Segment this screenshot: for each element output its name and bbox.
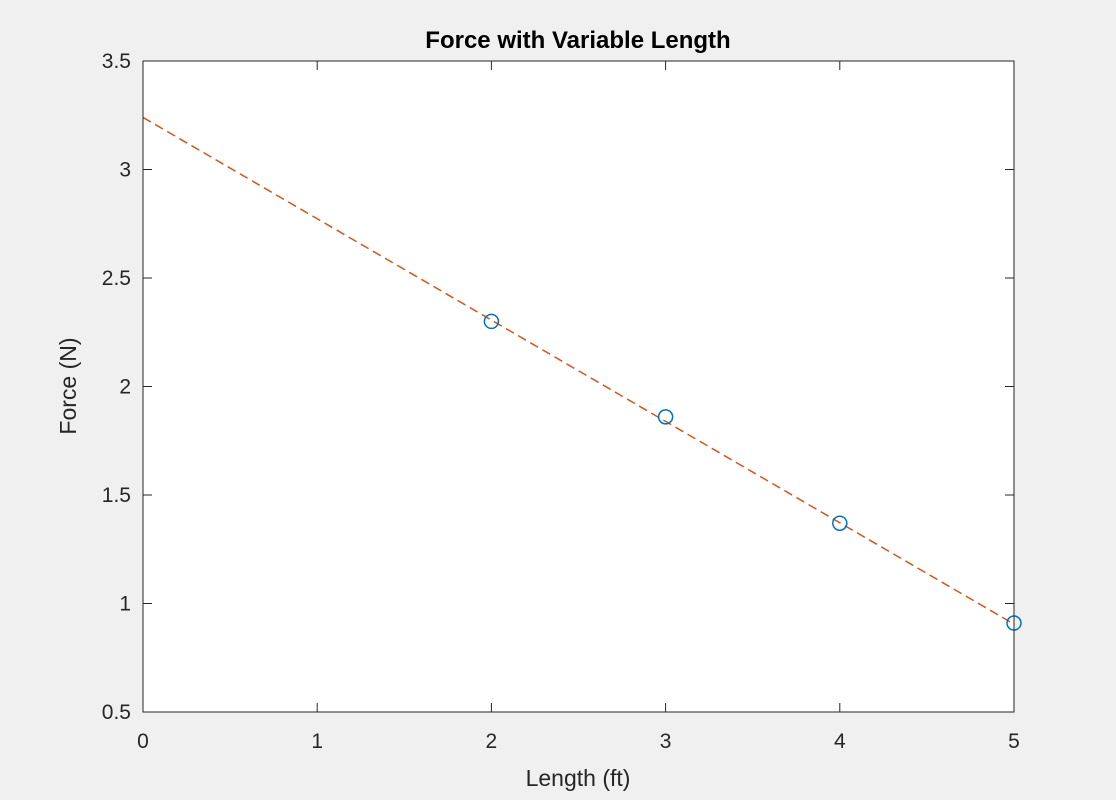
x-tick-label: 1 xyxy=(311,730,323,753)
x-tick-label: 0 xyxy=(137,730,149,753)
y-tick-label: 3 xyxy=(119,159,131,182)
data-point xyxy=(483,313,500,330)
y-tick-label: 1 xyxy=(119,593,131,616)
y-axis-title: Force (N) xyxy=(55,337,81,434)
x-tick-label: 2 xyxy=(486,730,498,753)
axis-ticks: 0 1 2 3 4 5 0.5 1 1.5 2 2.5 3 3.5 xyxy=(102,50,1020,753)
data-point xyxy=(832,515,848,531)
data-point xyxy=(657,409,674,425)
y-tick-label: 1.5 xyxy=(102,484,131,507)
x-tick-label: 4 xyxy=(834,730,846,753)
x-tick-label: 3 xyxy=(660,730,672,753)
y-tick-label: 2 xyxy=(119,376,131,399)
x-axis-title: Length (ft) xyxy=(526,765,631,791)
y-tick-label: 0.5 xyxy=(102,701,131,724)
plot-area xyxy=(143,61,1014,712)
chart-title: Force with Variable Length xyxy=(425,27,730,54)
y-tick-label: 3.5 xyxy=(102,50,131,73)
y-tick-label: 2.5 xyxy=(102,267,131,290)
x-tick-label: 5 xyxy=(1008,730,1020,753)
